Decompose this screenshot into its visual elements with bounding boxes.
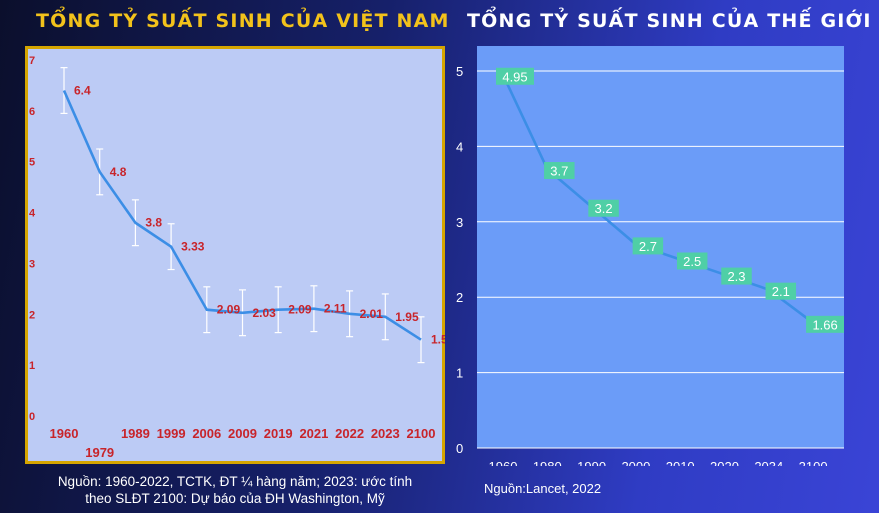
right-xtick-label: 1960 bbox=[489, 459, 518, 466]
left-xtick-label: 1999 bbox=[157, 426, 186, 441]
world-fertility-chart: 0 1 2 3 4 5 4.95 3.7 3.2 2.7 2.5 2.3 2.1 1.66 1960 19… bbox=[456, 46, 844, 466]
left-xtick-label: 2021 bbox=[299, 426, 328, 441]
left-data-label: 3.33 bbox=[181, 240, 205, 254]
left-xtick-label: 2019 bbox=[264, 426, 293, 441]
right-xtick-label: 2034 bbox=[754, 459, 783, 466]
right-ytick-label: 0 bbox=[456, 441, 463, 456]
vietnam-series-line bbox=[62, 89, 422, 341]
right-ytick-label: 2 bbox=[456, 290, 463, 305]
right-data-label: 3.2 bbox=[588, 199, 619, 217]
left-data-label: 2.03 bbox=[253, 306, 277, 320]
left-ytick-label: 4 bbox=[29, 208, 36, 220]
left-ytick-label: 1 bbox=[29, 360, 35, 372]
left-xtick-label: 2006 bbox=[192, 426, 221, 441]
left-ytick-label: 6 bbox=[29, 106, 35, 118]
right-ytick-label: 1 bbox=[456, 366, 463, 381]
right-data-label: 2.3 bbox=[721, 267, 752, 285]
right-data-label: 2.7 bbox=[632, 237, 664, 255]
left-xtick-label: 2100 bbox=[407, 426, 436, 441]
left-data-label: 4.8 bbox=[110, 165, 127, 179]
right-data-label: 1.66 bbox=[806, 315, 844, 333]
svg-text:2.1: 2.1 bbox=[772, 284, 790, 299]
svg-text:1.66: 1.66 bbox=[812, 317, 837, 332]
right-ytick-label: 3 bbox=[456, 215, 463, 230]
svg-text:2.5: 2.5 bbox=[683, 254, 701, 269]
left-ytick-label: 7 bbox=[29, 55, 35, 67]
svg-text:3.7: 3.7 bbox=[550, 164, 568, 179]
left-xtick-label: 1960 bbox=[50, 426, 79, 441]
svg-text:2.3: 2.3 bbox=[727, 269, 745, 284]
right-ytick-label: 5 bbox=[456, 64, 463, 79]
right-xtick-label: 2100 bbox=[799, 459, 828, 466]
left-data-label: 1.95 bbox=[395, 310, 419, 324]
left-xtick-label: 2022 bbox=[335, 426, 364, 441]
right-xtick-label: 2020 bbox=[710, 459, 739, 466]
left-chart-title: TỔNG TỶ SUẤT SINH CỦA VIỆT NAM bbox=[36, 10, 450, 32]
left-source-line-1: Nguồn: 1960-2022, TCTK, ĐT ¼ hàng năm; 2… bbox=[57, 474, 413, 489]
right-source-note: Nguồn:Lancet, 2022 bbox=[484, 481, 602, 496]
left-xtick-label: 1989 bbox=[121, 426, 150, 441]
left-data-label: 2.09 bbox=[288, 303, 312, 317]
right-data-label: 4.95 bbox=[496, 67, 534, 85]
right-xtick-label: 2000 bbox=[621, 459, 650, 466]
left-data-label: 2.01 bbox=[360, 307, 384, 321]
left-data-label: 3.8 bbox=[145, 216, 162, 230]
left-xtick-label: 2009 bbox=[228, 426, 257, 441]
right-xtick-label: 2010 bbox=[666, 459, 695, 466]
right-data-label: 2.1 bbox=[765, 282, 797, 300]
left-ytick-label: 2 bbox=[29, 309, 35, 321]
vietnam-fertility-chart: 0 1 2 3 4 5 6 7 6.4 4.8 3.8 3.33 2.09 2.03 2.09 2.11 2.… bbox=[25, 46, 445, 464]
right-xtick-label: 1990 bbox=[577, 459, 606, 466]
svg-text:4.95: 4.95 bbox=[502, 69, 527, 84]
left-plot-background bbox=[25, 46, 445, 464]
left-data-label: 2.11 bbox=[324, 302, 347, 316]
left-data-label: 1.5 bbox=[431, 333, 445, 347]
right-ytick-label: 4 bbox=[456, 139, 463, 154]
svg-text:2.7: 2.7 bbox=[639, 239, 657, 254]
left-xtick-label: 1979 bbox=[85, 445, 114, 460]
right-data-label: 2.5 bbox=[676, 252, 708, 270]
left-data-label: 2.09 bbox=[217, 303, 241, 317]
left-ytick-label: 3 bbox=[29, 258, 35, 270]
right-xtick-label: 1980 bbox=[533, 459, 562, 466]
left-source-line-2: theo SLĐT 2100: Dự báo của ĐH Washington… bbox=[85, 491, 385, 506]
left-source-note: Nguồn: 1960-2022, TCTK, ĐT ¼ hàng năm; 2… bbox=[0, 473, 470, 507]
left-data-label: 6.4 bbox=[74, 84, 91, 98]
svg-text:3.2: 3.2 bbox=[595, 201, 613, 216]
right-chart-title: TỔNG TỶ SUẤT SINH CỦA THẾ GIỚI bbox=[467, 10, 872, 32]
left-ytick-label: 5 bbox=[29, 157, 35, 169]
right-data-label: 3.7 bbox=[544, 162, 575, 180]
left-xtick-label: 2023 bbox=[371, 426, 400, 441]
left-ytick-label: 0 bbox=[29, 411, 35, 423]
left-error-bar bbox=[60, 67, 68, 115]
